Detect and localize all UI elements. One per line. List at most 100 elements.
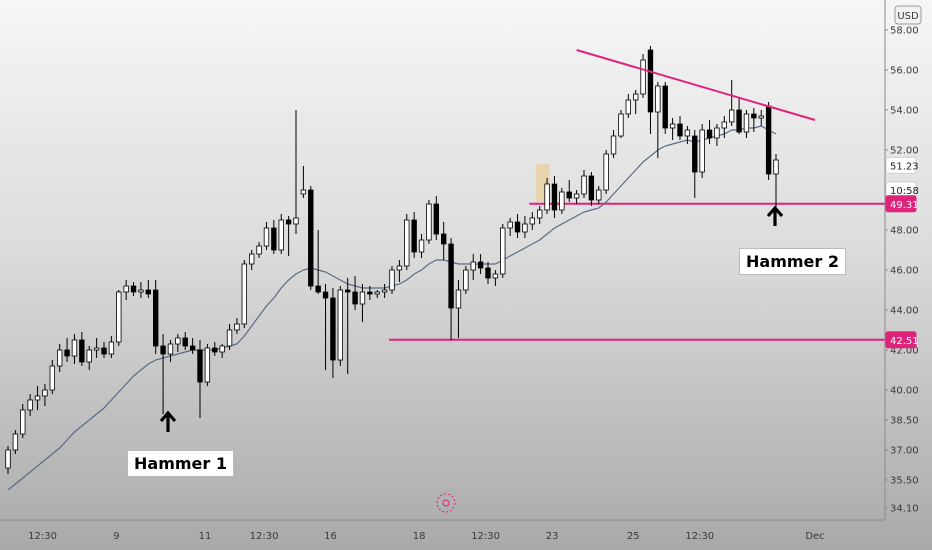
- candle[interactable]: [108, 336, 115, 358]
- candle[interactable]: [559, 188, 565, 214]
- candle[interactable]: [477, 254, 484, 274]
- candle[interactable]: [234, 318, 240, 334]
- candle[interactable]: [721, 116, 727, 138]
- candle[interactable]: [64, 338, 70, 362]
- candle[interactable]: [219, 344, 225, 358]
- candle[interactable]: [189, 338, 196, 354]
- candle[interactable]: [706, 120, 713, 144]
- candle[interactable]: [418, 234, 425, 258]
- candle[interactable]: [463, 266, 469, 294]
- candle[interactable]: [596, 186, 602, 204]
- candle[interactable]: [20, 404, 26, 438]
- currency-badge[interactable]: USD: [894, 5, 922, 25]
- candle[interactable]: [647, 46, 654, 134]
- candle[interactable]: [93, 338, 100, 358]
- candle[interactable]: [610, 130, 617, 158]
- candle[interactable]: [500, 224, 506, 278]
- event-marker-icon[interactable]: [436, 493, 456, 513]
- candle[interactable]: [12, 430, 19, 454]
- candle[interactable]: [263, 222, 270, 250]
- candle[interactable]: [522, 216, 528, 238]
- candle[interactable]: [337, 286, 343, 366]
- candle[interactable]: [389, 266, 395, 294]
- candle[interactable]: [544, 178, 550, 214]
- candle[interactable]: [212, 342, 218, 356]
- candle[interactable]: [677, 116, 683, 140]
- candle[interactable]: [57, 344, 63, 372]
- candle[interactable]: [34, 386, 41, 410]
- candle[interactable]: [514, 214, 521, 238]
- candle[interactable]: [167, 340, 174, 362]
- candle[interactable]: [182, 332, 188, 350]
- candle[interactable]: [736, 98, 742, 134]
- candle[interactable]: [758, 110, 764, 126]
- candle[interactable]: [204, 344, 211, 386]
- candle[interactable]: [692, 130, 698, 198]
- candle[interactable]: [441, 222, 447, 260]
- candle[interactable]: [433, 196, 439, 240]
- candle[interactable]: [285, 216, 292, 256]
- candle[interactable]: [566, 180, 572, 202]
- candle[interactable]: [551, 176, 558, 218]
- candle[interactable]: [411, 212, 417, 258]
- candle[interactable]: [138, 282, 144, 298]
- candle[interactable]: [773, 154, 779, 220]
- candle[interactable]: [699, 124, 705, 178]
- candle[interactable]: [5, 446, 11, 474]
- candle[interactable]: [381, 284, 388, 298]
- candle[interactable]: [197, 340, 203, 418]
- candle[interactable]: [123, 280, 129, 300]
- candle[interactable]: [71, 334, 78, 364]
- candle[interactable]: [79, 332, 85, 366]
- candle[interactable]: [278, 214, 284, 254]
- candle[interactable]: [669, 118, 676, 140]
- candle[interactable]: [116, 290, 122, 346]
- candle[interactable]: [625, 94, 631, 118]
- candle[interactable]: [86, 346, 92, 370]
- candle[interactable]: [751, 108, 757, 132]
- candle[interactable]: [404, 214, 410, 270]
- candle[interactable]: [765, 102, 772, 180]
- candle[interactable]: [153, 280, 159, 354]
- candle[interactable]: [396, 260, 403, 282]
- candle[interactable]: [529, 212, 535, 230]
- candle[interactable]: [507, 218, 513, 236]
- candle[interactable]: [226, 324, 233, 350]
- candle[interactable]: [256, 242, 262, 258]
- candle[interactable]: [729, 80, 735, 126]
- candle[interactable]: [573, 190, 580, 204]
- candle[interactable]: [130, 282, 137, 296]
- candle[interactable]: [374, 290, 380, 298]
- candle[interactable]: [662, 82, 668, 134]
- candle[interactable]: [42, 384, 48, 406]
- candle[interactable]: [315, 230, 321, 294]
- candle[interactable]: [655, 82, 661, 158]
- candle[interactable]: [714, 124, 720, 146]
- candle[interactable]: [640, 54, 646, 98]
- candle[interactable]: [271, 220, 277, 254]
- candle[interactable]: [322, 284, 329, 370]
- candle[interactable]: [492, 270, 499, 286]
- candle[interactable]: [49, 360, 55, 394]
- candle[interactable]: [293, 110, 299, 234]
- candle[interactable]: [455, 280, 462, 338]
- candle[interactable]: [160, 334, 166, 414]
- candle[interactable]: [241, 260, 247, 328]
- candle[interactable]: [300, 166, 307, 198]
- candle[interactable]: [27, 394, 33, 416]
- candle[interactable]: [367, 286, 373, 300]
- candle[interactable]: [448, 238, 454, 340]
- candle[interactable]: [581, 170, 587, 198]
- candle[interactable]: [101, 342, 107, 358]
- candle[interactable]: [618, 110, 624, 138]
- candle[interactable]: [426, 200, 432, 244]
- candle[interactable]: [684, 126, 691, 144]
- candle[interactable]: [537, 206, 543, 224]
- candle[interactable]: [633, 90, 639, 114]
- candle[interactable]: [352, 276, 358, 310]
- candle[interactable]: [145, 280, 151, 298]
- candle[interactable]: [588, 172, 595, 206]
- candle[interactable]: [603, 150, 609, 194]
- candle[interactable]: [249, 250, 255, 270]
